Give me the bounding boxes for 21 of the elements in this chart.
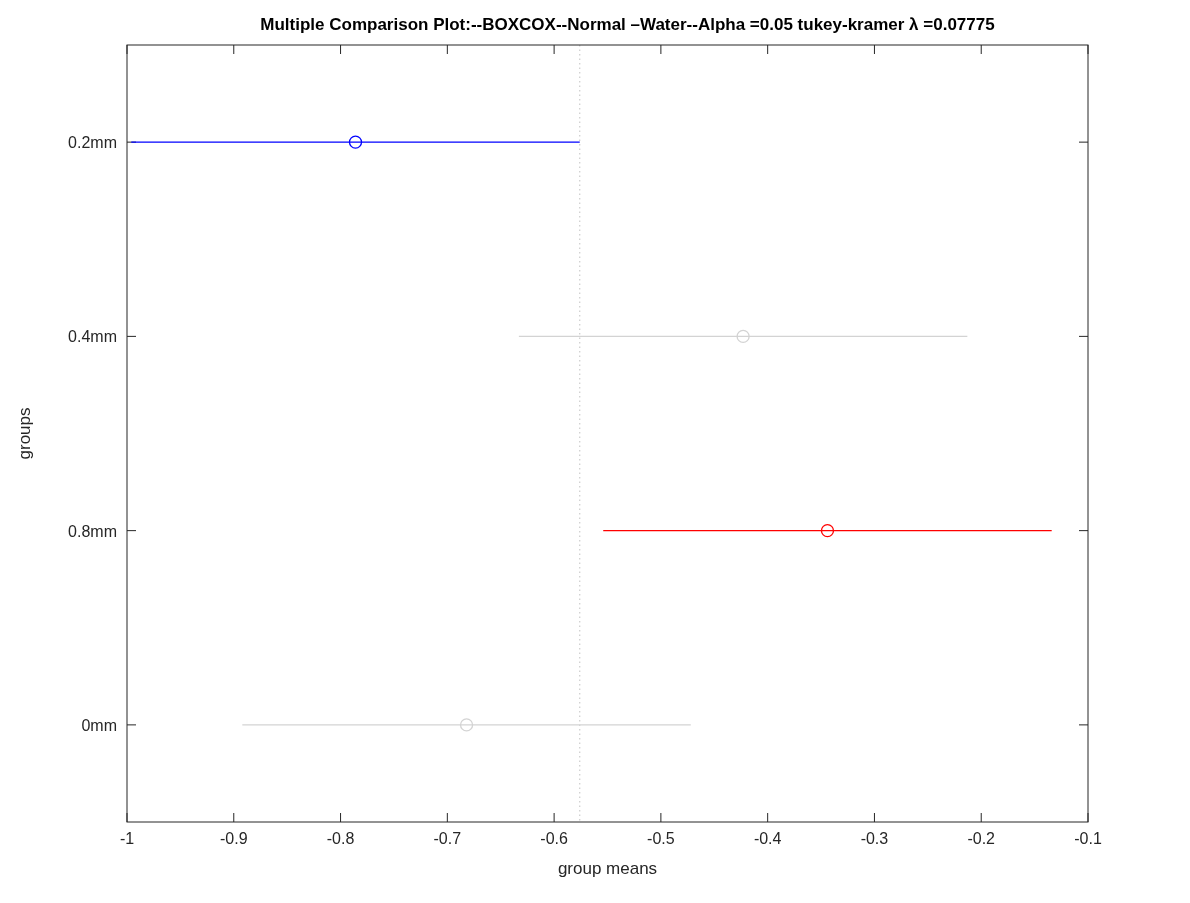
x-tick-label: -0.2 — [967, 830, 996, 847]
point — [459, 718, 474, 732]
point — [348, 135, 363, 149]
x-tick-label: -1 — [119, 830, 135, 847]
y-tick-label: 0.2mm — [68, 134, 117, 152]
y-tick-label: 0mm — [81, 716, 117, 734]
x-axis-title: group means — [557, 859, 658, 878]
x-tick-label: -0.6 — [540, 830, 568, 847]
y-tick-label: 0.4mm — [68, 328, 117, 346]
x-tick-label: -0.1 — [1074, 830, 1102, 847]
point — [736, 329, 750, 344]
x-tick-label: -0.4 — [753, 830, 782, 847]
x-tick-label: -0.7 — [433, 830, 462, 847]
point — [820, 523, 835, 538]
x-tick-label: -0.8 — [326, 830, 355, 847]
x-tick-label: -0.3 — [860, 830, 889, 847]
x-tick-label: -0.5 — [647, 830, 675, 847]
x-tick-label: -0.9 — [219, 830, 248, 847]
y-tick-label: 0.8mm — [68, 522, 117, 540]
chart-title: Multiple Comparison Plot:--BOXCOX--Normal –Water--Alpha =0.05 tukey-kramer λ =0.07775 — [260, 15, 995, 34]
y-axis-title: groups — [15, 407, 34, 460]
